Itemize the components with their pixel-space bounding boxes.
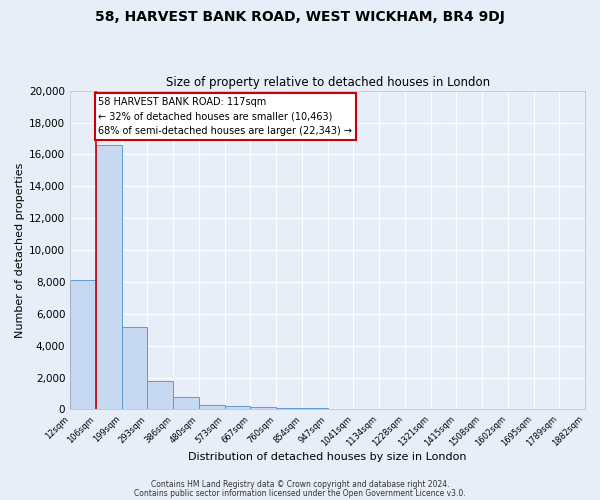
Text: Contains HM Land Registry data © Crown copyright and database right 2024.: Contains HM Land Registry data © Crown c… <box>151 480 449 489</box>
Title: Size of property relative to detached houses in London: Size of property relative to detached ho… <box>166 76 490 90</box>
Bar <box>199 405 224 409</box>
Y-axis label: Number of detached properties: Number of detached properties <box>15 162 25 338</box>
Bar <box>276 408 302 410</box>
Bar <box>96 145 122 409</box>
Bar <box>224 406 250 410</box>
Text: 58 HARVEST BANK ROAD: 117sqm
← 32% of detached houses are smaller (10,463)
68% o: 58 HARVEST BANK ROAD: 117sqm ← 32% of de… <box>98 97 352 136</box>
Bar <box>302 408 328 410</box>
Bar <box>70 280 96 409</box>
Bar <box>173 396 199 409</box>
Bar <box>122 326 148 409</box>
X-axis label: Distribution of detached houses by size in London: Distribution of detached houses by size … <box>188 452 467 462</box>
Bar <box>148 381 173 410</box>
Text: Contains public sector information licensed under the Open Government Licence v3: Contains public sector information licen… <box>134 488 466 498</box>
Text: 58, HARVEST BANK ROAD, WEST WICKHAM, BR4 9DJ: 58, HARVEST BANK ROAD, WEST WICKHAM, BR4… <box>95 10 505 24</box>
Bar <box>250 407 276 410</box>
